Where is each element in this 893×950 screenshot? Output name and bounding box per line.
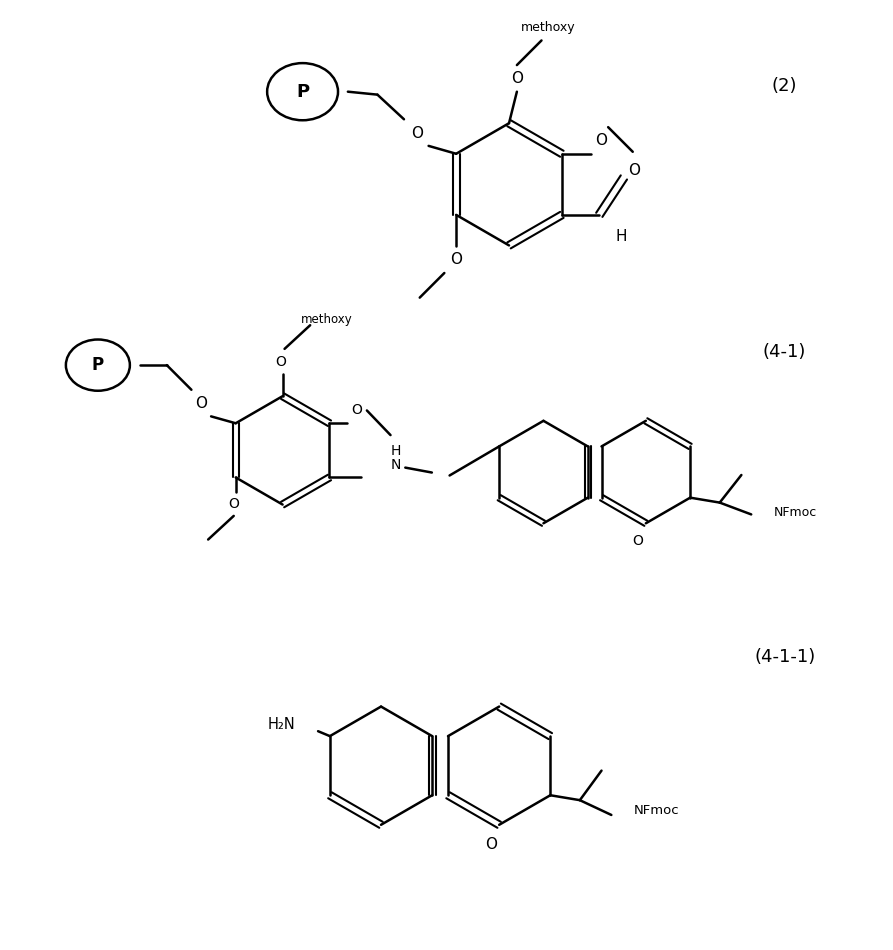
Text: methoxy: methoxy <box>301 313 353 326</box>
Text: O: O <box>632 534 644 548</box>
Text: O: O <box>411 125 422 141</box>
Text: O: O <box>596 133 607 148</box>
Text: P: P <box>92 356 104 374</box>
Text: NFmoc: NFmoc <box>634 804 680 817</box>
Text: (4-1): (4-1) <box>763 343 806 361</box>
Text: N: N <box>390 458 401 471</box>
Text: O: O <box>511 71 523 86</box>
Text: O: O <box>229 497 239 511</box>
Text: H: H <box>615 229 627 244</box>
Text: O: O <box>450 252 463 267</box>
Text: H: H <box>390 444 401 458</box>
Text: O: O <box>196 396 207 411</box>
Text: H₂N: H₂N <box>268 717 296 732</box>
Text: O: O <box>628 163 639 178</box>
Text: methoxy: methoxy <box>522 21 576 34</box>
Text: O: O <box>275 354 286 369</box>
Text: P: P <box>296 83 309 101</box>
Text: NFmoc: NFmoc <box>774 506 817 519</box>
Text: (4-1-1): (4-1-1) <box>754 648 815 666</box>
Text: O: O <box>352 404 363 417</box>
Text: (2): (2) <box>772 77 797 95</box>
Text: O: O <box>485 837 497 852</box>
